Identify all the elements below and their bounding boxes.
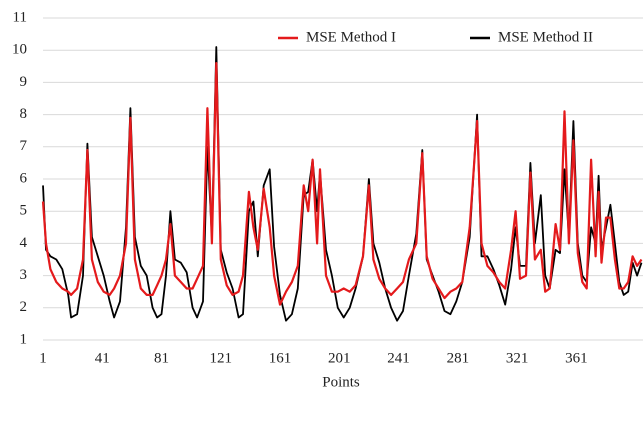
x-tick-label: 241 — [387, 350, 410, 366]
x-axis-label: Points — [322, 374, 360, 390]
x-tick-label: 281 — [447, 350, 470, 366]
x-tick-label: 161 — [269, 350, 292, 366]
series-line — [41, 62, 643, 306]
y-tick-label: 2 — [20, 299, 28, 315]
y-tick-label: 3 — [20, 267, 28, 283]
x-tick-label: 1 — [39, 350, 47, 366]
y-tick-label: 4 — [20, 235, 28, 251]
y-tick-label: 7 — [20, 138, 28, 154]
y-tick-label: 6 — [20, 170, 28, 186]
x-tick-label: 81 — [154, 350, 169, 366]
x-tick-label: 321 — [506, 350, 529, 366]
x-tick-label: 121 — [210, 350, 233, 366]
y-tick-label: 8 — [20, 106, 28, 122]
x-tick-label: 361 — [565, 350, 588, 366]
legend-label: MSE Method I — [306, 29, 396, 45]
y-tick-label: 5 — [20, 203, 28, 219]
y-tick-label: 11 — [13, 9, 27, 25]
y-tick-label: 1 — [20, 331, 28, 347]
series-line — [42, 46, 643, 322]
y-tick-label: 9 — [20, 74, 28, 90]
y-tick-label: 10 — [12, 42, 27, 58]
x-tick-label: 41 — [95, 350, 110, 366]
x-tick-label: 201 — [328, 350, 351, 366]
legend-label: MSE Method II — [498, 29, 593, 45]
